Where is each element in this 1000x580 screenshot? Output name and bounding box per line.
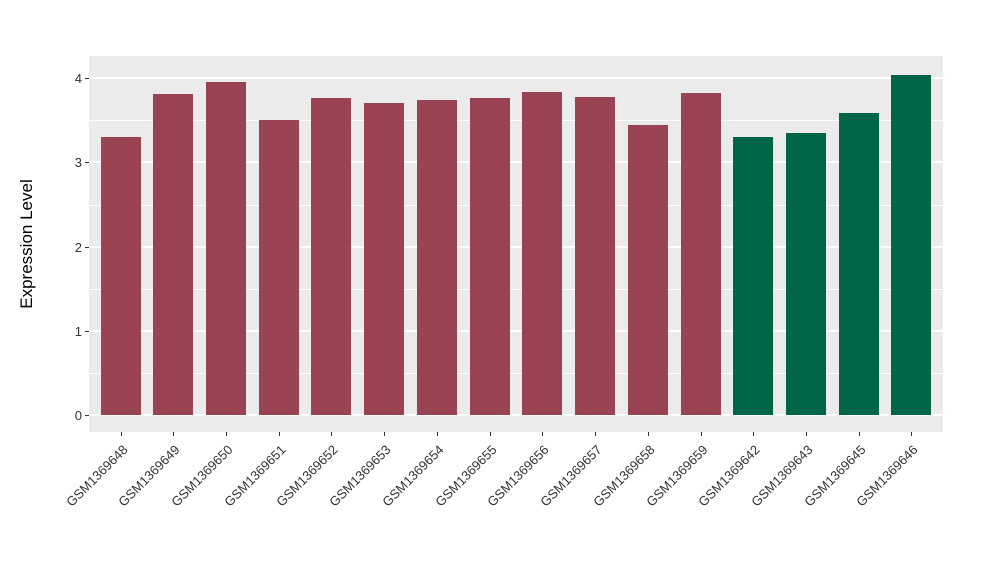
- y-tick-label: 4: [74, 71, 82, 87]
- bar-GSM1369645: [839, 112, 879, 415]
- x-tick-mark: [437, 432, 438, 436]
- x-tick-mark: [542, 432, 543, 436]
- y-tick-mark: [85, 330, 89, 332]
- y-tick-mark: [85, 162, 89, 164]
- x-tick-mark: [279, 432, 280, 436]
- y-tick-mark: [85, 246, 89, 248]
- x-tick-mark: [806, 432, 807, 436]
- x-tick-mark: [701, 432, 702, 436]
- x-tick-mark: [331, 432, 332, 436]
- y-tick-mark: [85, 78, 89, 80]
- gridline-major: [89, 414, 943, 416]
- bar-GSM1369649: [153, 94, 193, 415]
- gridline-major: [89, 161, 943, 164]
- y-tick-label: 1: [74, 323, 82, 339]
- bar-GSM1369652: [311, 97, 351, 415]
- bar-GSM1369655: [470, 98, 510, 415]
- plot-panel: [89, 56, 943, 432]
- gridline-minor: [89, 204, 943, 206]
- gridline-major: [89, 77, 943, 80]
- x-tick-mark: [859, 432, 860, 436]
- bar-GSM1369659: [681, 92, 721, 415]
- bar-GSM1369654: [417, 100, 457, 415]
- bar-GSM1369658: [628, 125, 668, 415]
- y-tick-mark: [85, 415, 89, 416]
- x-tick-mark: [911, 432, 912, 436]
- x-tick-mark: [384, 432, 385, 436]
- x-tick-mark: [648, 432, 649, 436]
- x-tick-mark: [490, 432, 491, 436]
- x-tick-mark: [753, 432, 754, 436]
- x-tick-mark: [173, 432, 174, 436]
- bar-GSM1369651: [259, 120, 299, 415]
- y-tick-label: 3: [74, 155, 82, 171]
- gridline-minor: [89, 288, 943, 290]
- bar-GSM1369650: [206, 82, 246, 415]
- bar-GSM1369656: [522, 91, 562, 415]
- bar-GSM1369653: [364, 103, 404, 415]
- y-tick-label: 0: [74, 408, 82, 423]
- y-axis-title: Expression Level: [17, 179, 36, 309]
- gridline-major: [89, 245, 943, 248]
- gridline-minor: [89, 372, 943, 374]
- y-tick-label: 2: [74, 239, 82, 255]
- gridline-major: [89, 329, 943, 332]
- x-tick-mark: [595, 432, 596, 436]
- bar-GSM1369657: [575, 96, 615, 415]
- bar-GSM1369648: [101, 137, 141, 415]
- gridline-minor: [89, 120, 943, 122]
- bar-GSM1369646: [891, 74, 931, 415]
- x-tick-mark: [226, 432, 227, 436]
- x-tick-mark: [121, 432, 122, 436]
- bar-GSM1369643: [786, 132, 826, 415]
- bar-GSM1369642: [733, 137, 773, 415]
